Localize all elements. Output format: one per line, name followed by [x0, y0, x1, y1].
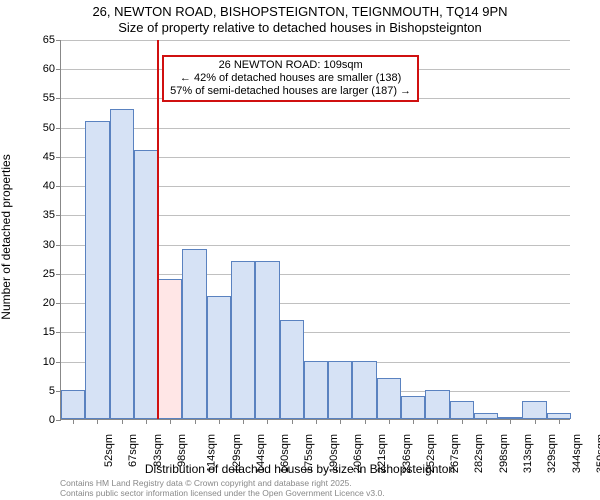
histogram-bar: [85, 121, 109, 419]
xtick-mark: [243, 419, 244, 424]
xtick-mark: [195, 419, 196, 424]
histogram-bar: [182, 249, 206, 419]
xtick-mark: [267, 419, 268, 424]
ytick-mark: [56, 303, 61, 304]
histogram-bar: [425, 390, 449, 419]
ytick-label: 30: [25, 239, 55, 251]
title-subtitle: Size of property relative to detached ho…: [0, 20, 600, 35]
xtick-mark: [122, 419, 123, 424]
ytick-mark: [56, 157, 61, 158]
callout-line2: ← 42% of detached houses are smaller (13…: [170, 72, 411, 85]
histogram-bar: [401, 396, 425, 419]
xtick-mark: [413, 419, 414, 424]
xtick-mark: [535, 419, 536, 424]
xtick-mark: [462, 419, 463, 424]
chart-container: 26, NEWTON ROAD, BISHOPSTEIGNTON, TEIGNM…: [0, 0, 600, 500]
plot-area: 26 NEWTON ROAD: 109sqm← 42% of detached …: [60, 40, 570, 420]
ytick-label: 0: [25, 414, 55, 426]
ytick-mark: [56, 186, 61, 187]
ytick-mark: [56, 98, 61, 99]
xtick-mark: [437, 419, 438, 424]
ytick-label: 25: [25, 268, 55, 280]
xtick-mark: [559, 419, 560, 424]
y-axis-label: Number of detached properties: [0, 154, 13, 319]
xtick-mark: [486, 419, 487, 424]
ytick-mark: [56, 215, 61, 216]
footer-licence: Contains public sector information licen…: [60, 488, 385, 498]
ytick-mark: [56, 128, 61, 129]
histogram-bar: [304, 361, 328, 419]
xtick-mark: [170, 419, 171, 424]
x-axis-label: Distribution of detached houses by size …: [0, 462, 600, 476]
ytick-label: 10: [25, 356, 55, 368]
histogram-bar: [450, 401, 474, 419]
ytick-label: 40: [25, 180, 55, 192]
xtick-mark: [219, 419, 220, 424]
ytick-label: 20: [25, 297, 55, 309]
ytick-mark: [56, 274, 61, 275]
ytick-mark: [56, 362, 61, 363]
histogram-bar: [158, 279, 182, 419]
histogram-bar: [522, 401, 546, 419]
ytick-mark: [56, 40, 61, 41]
xtick-mark: [146, 419, 147, 424]
xtick-mark: [292, 419, 293, 424]
gridline: [61, 40, 570, 41]
xtick-mark: [510, 419, 511, 424]
xtick-mark: [340, 419, 341, 424]
ytick-mark: [56, 332, 61, 333]
xtick-mark: [316, 419, 317, 424]
histogram-bar: [61, 390, 85, 419]
ytick-label: 65: [25, 34, 55, 46]
histogram-bar: [110, 109, 134, 419]
ytick-mark: [56, 245, 61, 246]
gridline: [61, 128, 570, 129]
ytick-mark: [56, 69, 61, 70]
ytick-label: 60: [25, 63, 55, 75]
histogram-bar: [352, 361, 376, 419]
ytick-label: 55: [25, 92, 55, 104]
ytick-label: 50: [25, 122, 55, 134]
callout-line1: 26 NEWTON ROAD: 109sqm: [170, 59, 411, 72]
callout-line3: 57% of semi-detached houses are larger (…: [170, 85, 411, 98]
histogram-bar: [328, 361, 352, 419]
ytick-label: 15: [25, 326, 55, 338]
histogram-bar: [231, 261, 255, 419]
ytick-label: 35: [25, 209, 55, 221]
xtick-mark: [389, 419, 390, 424]
marker-line: [157, 40, 159, 419]
histogram-bar: [255, 261, 279, 419]
xtick-mark: [73, 419, 74, 424]
histogram-bar: [134, 150, 158, 419]
ytick-label: 5: [25, 385, 55, 397]
footer-copyright: Contains HM Land Registry data © Crown c…: [60, 478, 352, 488]
ytick-label: 45: [25, 151, 55, 163]
xtick-mark: [97, 419, 98, 424]
xtick-mark: [365, 419, 366, 424]
marker-callout: 26 NEWTON ROAD: 109sqm← 42% of detached …: [162, 55, 419, 102]
histogram-bar: [207, 296, 231, 419]
title-address: 26, NEWTON ROAD, BISHOPSTEIGNTON, TEIGNM…: [0, 4, 600, 19]
histogram-bar: [280, 320, 304, 419]
ytick-mark: [56, 420, 61, 421]
histogram-bar: [377, 378, 401, 419]
